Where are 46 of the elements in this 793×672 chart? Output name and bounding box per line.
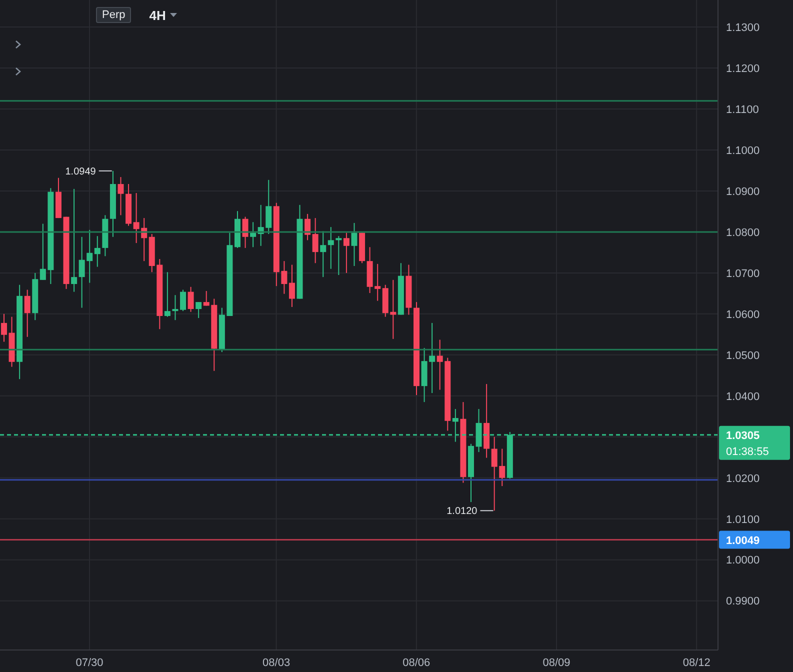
- candlestick: [24, 289, 30, 338]
- y-tick-label: 1.0000: [726, 554, 760, 567]
- y-tick-label: 1.0400: [726, 390, 760, 403]
- candlestick: [288, 264, 295, 308]
- candlestick: [1, 313, 7, 342]
- text: 01:38:55: [726, 446, 769, 458]
- candlestick: [71, 188, 78, 292]
- y-tick-label: 1.0100: [726, 514, 760, 526]
- y-tick-label: 1.1300: [726, 22, 760, 34]
- x-tick-label: 07/30: [76, 656, 104, 669]
- x-tick-label: 08/12: [682, 656, 710, 669]
- candlestick: [336, 236, 342, 276]
- candlestick: [304, 213, 311, 241]
- candlestick: [328, 226, 334, 270]
- annotation: 1.0120: [446, 506, 478, 518]
- candlestick: [312, 218, 318, 264]
- y-tick-label: 1.0700: [726, 268, 760, 280]
- annotation: 4H: [149, 8, 166, 22]
- y-tick-label: 0.9900: [726, 596, 760, 608]
- candlestick: [343, 232, 350, 274]
- annotation: 1.0949: [65, 166, 96, 178]
- y-tick-label: 1.0900: [726, 186, 760, 198]
- candlestick: [320, 230, 326, 278]
- ref-line-label: 1.0305: [726, 430, 760, 442]
- candlestick: [351, 222, 358, 266]
- x-tick-label: 08/03: [262, 656, 290, 669]
- y-tick-label: 1.0500: [726, 350, 760, 362]
- x-tick-label: 08/06: [402, 656, 430, 669]
- candlestick: [242, 216, 248, 248]
- y-tick-label: 1.1200: [726, 62, 760, 75]
- y-tick-label: 1.0600: [726, 308, 760, 321]
- candlestick: [94, 236, 100, 268]
- y-tick-label: 1.1100: [726, 104, 759, 116]
- candlestick: [196, 302, 202, 319]
- x-tick-label: 08/09: [542, 656, 570, 669]
- y-tick-label: 1.0800: [726, 226, 760, 239]
- y-tick-label: 1.0200: [726, 472, 760, 485]
- candlestick: [180, 289, 186, 312]
- annotation: Perp: [96, 7, 132, 23]
- y-tick-label: 1.1000: [726, 144, 760, 157]
- candlestick: [172, 294, 178, 321]
- candlestick: [164, 272, 170, 318]
- candlestick: [118, 176, 124, 216]
- candlestick: [188, 286, 194, 312]
- candlestick: [250, 222, 256, 248]
- ref-line-label: 1.0049: [726, 534, 760, 547]
